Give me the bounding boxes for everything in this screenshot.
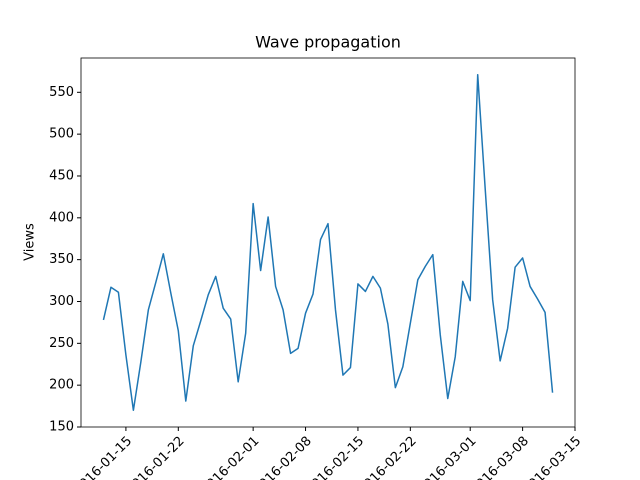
y-tick-label: 500 [49,127,74,142]
y-tick-label: 150 [49,420,74,435]
line [102,73,554,412]
y-axis-label: Views [23,223,38,261]
y-tick-label: 350 [49,252,74,267]
y-tick-label: 450 [49,168,74,183]
y-tick-label: 200 [49,378,74,393]
y-tick-label: 400 [49,210,74,225]
y-tick-label: 300 [49,294,74,309]
y-tick-label: 550 [49,85,74,100]
y-tick-label: 250 [49,336,74,351]
chart-title: Wave propagation [255,33,401,52]
plot-frame [80,57,576,428]
